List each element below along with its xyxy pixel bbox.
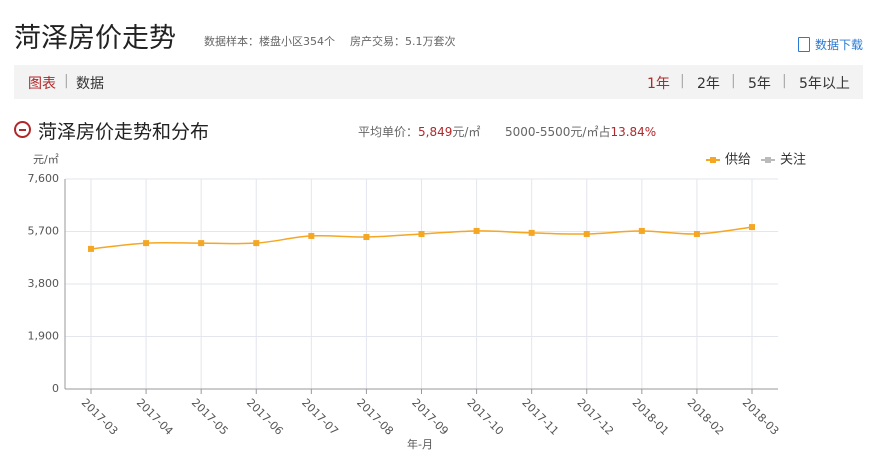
avg-price: 平均单价：5,849元/㎡: [358, 123, 480, 140]
unit: 元/㎡: [452, 125, 481, 139]
legend-marker: [765, 157, 771, 163]
x-tick-label: 2017-11: [519, 396, 561, 438]
divider: |: [782, 73, 787, 89]
range-tab[interactable]: 2年: [697, 76, 720, 92]
range-tab[interactable]: 5年以上: [799, 76, 850, 92]
point: [638, 227, 645, 234]
point: [749, 224, 755, 231]
x-axis-label: 年-月: [407, 437, 433, 451]
x-tick-label: 2017-12: [575, 396, 617, 438]
point: [143, 240, 150, 247]
x-tick-label: 2018-03: [740, 396, 782, 438]
x-tick-label: 2017-06: [244, 396, 286, 438]
x-tick-label: 2017-09: [409, 396, 451, 438]
legend-label: 供给: [725, 153, 751, 168]
y-tick-label: 5,700: [28, 225, 60, 238]
x-tick-label: 2017-05: [189, 396, 231, 438]
point: [363, 234, 370, 241]
value: 5,849: [418, 125, 453, 139]
point: [198, 240, 205, 247]
point: [693, 230, 700, 237]
sample-info: 数据样本：楼盘小区354个: [204, 35, 335, 48]
x-tick-label: 2017-10: [464, 396, 506, 438]
divider: |: [680, 73, 685, 89]
y-tick-label: 7,600: [28, 172, 60, 185]
y-unit: 元/㎡: [33, 153, 59, 166]
x-tick-label: 2017-04: [134, 396, 176, 438]
page-title: 菏泽房价走势: [14, 23, 176, 54]
x-tick-label: 2017-08: [354, 396, 396, 438]
x-tick-label: 2017-03: [79, 396, 121, 438]
value: 13.84%: [610, 125, 657, 139]
x-tick-label: 2018-01: [630, 396, 672, 438]
point: [88, 245, 94, 252]
range-tab[interactable]: 1年: [647, 76, 670, 92]
label: 5000-5500元/㎡占: [505, 125, 611, 139]
legend-marker: [710, 157, 716, 163]
divider: |: [731, 73, 736, 89]
download-icon[interactable]: [798, 37, 810, 52]
tab[interactable]: 数据: [76, 76, 104, 92]
point: [528, 229, 535, 236]
x-tick-label: 2018-02: [685, 396, 727, 438]
section-title: 菏泽房价走势和分布: [38, 121, 210, 143]
point: [308, 232, 315, 239]
trade-info: 房产交易：5.1万套次: [350, 35, 456, 48]
legend-label: 关注: [780, 153, 806, 168]
divider: |: [64, 73, 69, 89]
point: [473, 227, 480, 234]
point: [253, 240, 260, 247]
point: [583, 230, 590, 237]
y-tick-label: 3,800: [28, 277, 60, 290]
y-tick-label: 0: [52, 382, 59, 395]
x-tick-label: 2017-07: [299, 396, 341, 438]
y-tick-label: 1,900: [28, 330, 60, 343]
range-tab[interactable]: 5年: [748, 76, 771, 92]
tab[interactable]: 图表: [28, 76, 56, 92]
distribution: 5000-5500元/㎡占13.84%: [505, 123, 656, 140]
download-link[interactable]: 数据下载: [815, 38, 864, 52]
label: 平均单价：: [358, 125, 419, 139]
collapse-icon[interactable]: [14, 121, 31, 138]
point: [418, 230, 425, 237]
tab-bar: [14, 65, 863, 99]
